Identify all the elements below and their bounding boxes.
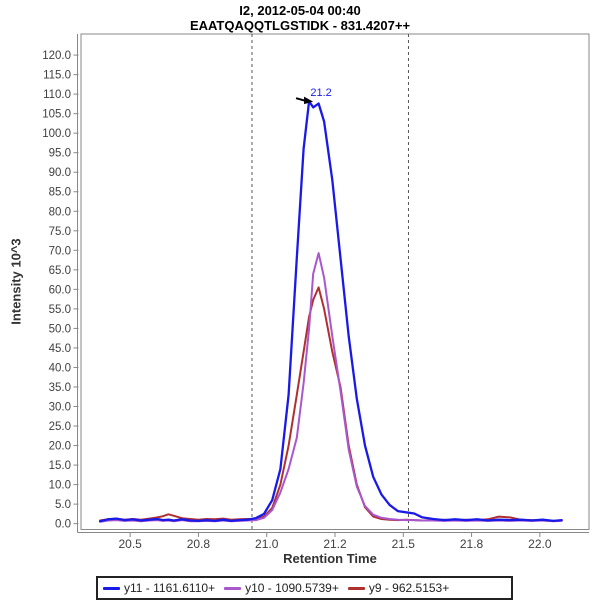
y-tick-label: 0.0 (55, 519, 71, 531)
x-tick-label: 21.2 (323, 537, 347, 551)
y-tick-label: 80.0 (49, 206, 71, 218)
y-tick-label: 70.0 (49, 245, 71, 257)
y-tick-label: 65.0 (49, 265, 71, 277)
series-line-y11 (98, 100, 563, 523)
legend-label-y10: y10 - 1090.5739+ (245, 581, 339, 595)
y-tick-label: 105.0 (42, 109, 71, 121)
y11-line-swatch-icon (103, 586, 120, 590)
x-tick-label: 21.8 (460, 537, 484, 551)
y-tick-label: 55.0 (49, 304, 71, 316)
y-tick-label: 10.0 (49, 480, 71, 492)
y-tick-label: 120.0 (42, 50, 71, 62)
y-tick-label: 20.0 (49, 441, 71, 453)
y-tick-label: 90.0 (49, 167, 71, 179)
y-tick-label: 75.0 (49, 226, 71, 238)
legend-box: y11 - 1161.6110+ y10 - 1090.5739+ y9 - 9… (96, 576, 513, 600)
y-tick-label: 115.0 (43, 70, 71, 82)
id-arrow-icon (304, 96, 314, 105)
y-tick-label: 40.0 (49, 362, 71, 374)
y-tick-label: 5.0 (55, 499, 71, 511)
peak-rt-annotation: 21.2 (310, 87, 331, 99)
legend-label-y11: y11 - 1161.6110+ (124, 581, 216, 595)
y10-line-swatch-icon (224, 586, 242, 590)
y-tick-label: 15.0 (49, 460, 71, 472)
x-tick-label: 21.0 (255, 537, 279, 551)
x-tick-label: 20.5 (118, 537, 142, 551)
y-tick-label: 30.0 (49, 402, 71, 414)
y-tick-label: 60.0 (49, 284, 71, 296)
x-axis-label: Retention Time (283, 551, 377, 566)
y-tick-label: 35.0 (49, 382, 71, 394)
x-tick-label: 20.8 (187, 537, 211, 551)
legend-item-y9: y9 - 962.5153+ (347, 581, 450, 595)
x-tick-label: 21.5 (392, 537, 416, 551)
series-line-y10 (99, 252, 563, 523)
y-tick-label: 50.0 (49, 323, 71, 335)
legend-item-y11: y11 - 1161.6110+ (103, 581, 215, 595)
y-tick-label: 95.0 (49, 148, 71, 160)
legend-label-y9: y9 - 962.5153+ (368, 581, 450, 595)
y-tick-label: 45.0 (49, 343, 71, 355)
y9-line-swatch-icon (347, 586, 365, 590)
y-tick-label: 85.0 (49, 187, 71, 199)
y-tick-label: 25.0 (49, 421, 71, 433)
legend-item-y10: y10 - 1090.5739+ (224, 581, 339, 595)
chart-title-replicate: I2, 2012-05-04 00:40 (239, 3, 361, 18)
y-tick-label: 100.0 (42, 128, 71, 140)
id-arrow-tail (295, 97, 306, 102)
plot-frame (80, 33, 590, 530)
chart-title-peptide: EAATQAQQTLGSTIDK - 831.4207++ (189, 18, 411, 33)
x-tick-label: 22.0 (528, 537, 552, 551)
y-tick-label: 110.0 (43, 89, 71, 101)
